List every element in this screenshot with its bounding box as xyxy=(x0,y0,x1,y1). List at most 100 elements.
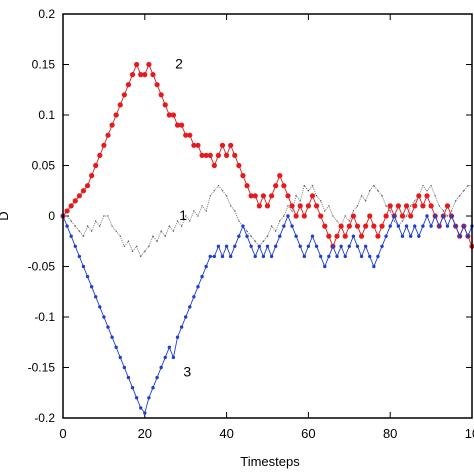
data-point xyxy=(348,220,350,222)
data-point xyxy=(192,295,196,299)
series-annotation: 1 xyxy=(179,207,187,223)
data-point xyxy=(287,205,289,207)
data-point xyxy=(245,234,249,238)
data-point xyxy=(404,224,409,228)
data-point xyxy=(155,375,159,380)
data-point xyxy=(401,220,404,222)
data-point xyxy=(167,345,172,349)
data-point xyxy=(125,82,132,88)
data-point xyxy=(160,230,162,232)
data-point xyxy=(408,234,413,238)
data-point xyxy=(176,220,179,222)
data-point xyxy=(314,244,319,248)
data-point xyxy=(77,254,82,259)
data-point xyxy=(236,162,242,169)
data-point xyxy=(364,200,367,202)
y-tick-label: 0.15 xyxy=(32,58,56,72)
data-point xyxy=(352,210,355,212)
data-point xyxy=(134,61,140,68)
data-point xyxy=(395,203,401,209)
data-point xyxy=(454,200,457,202)
series-line xyxy=(62,63,473,248)
data-point xyxy=(354,223,361,229)
data-point xyxy=(204,264,208,269)
data-point xyxy=(260,193,267,199)
data-point xyxy=(274,230,277,232)
data-point xyxy=(78,230,81,232)
data-point xyxy=(331,244,335,248)
data-point xyxy=(373,185,375,187)
data-point xyxy=(428,203,434,209)
data-point xyxy=(152,235,154,237)
data-point xyxy=(426,190,428,192)
data-point xyxy=(114,345,118,349)
data-point xyxy=(184,315,188,319)
data-point xyxy=(356,205,359,207)
data-point xyxy=(224,152,230,158)
data-point xyxy=(207,152,213,158)
data-point xyxy=(413,224,417,228)
data-point xyxy=(216,244,221,248)
data-point xyxy=(368,254,372,259)
data-point xyxy=(344,215,346,217)
data-point xyxy=(256,203,262,209)
data-point xyxy=(295,195,297,197)
data-point xyxy=(68,203,74,209)
plot-series xyxy=(60,61,474,415)
data-point xyxy=(196,285,200,289)
data-point xyxy=(367,213,373,219)
data-point xyxy=(422,185,424,187)
data-point xyxy=(187,132,193,138)
data-point xyxy=(159,365,163,370)
data-point xyxy=(290,224,294,228)
data-point xyxy=(400,234,405,238)
data-point xyxy=(437,224,441,228)
data-point xyxy=(363,244,368,248)
x-tick-label: 10 xyxy=(465,426,474,441)
data-point xyxy=(109,122,115,128)
data-point xyxy=(322,223,328,229)
data-point xyxy=(375,233,381,239)
data-point xyxy=(286,214,290,218)
data-point xyxy=(458,234,462,238)
data-point xyxy=(113,112,119,118)
data-point xyxy=(328,205,330,207)
x-tick-label: 20 xyxy=(138,426,152,441)
data-point xyxy=(95,220,97,222)
data-point xyxy=(264,203,271,209)
data-point xyxy=(118,355,122,360)
data-point xyxy=(376,254,380,259)
data-point xyxy=(185,215,187,217)
data-point xyxy=(403,203,410,209)
data-point xyxy=(279,220,281,222)
series-annotations: 1 2 3 xyxy=(175,56,191,380)
data-point xyxy=(139,406,143,410)
data-point xyxy=(189,220,191,222)
series-annotation: 2 xyxy=(175,56,183,72)
data-point xyxy=(355,244,360,248)
data-point xyxy=(191,142,197,148)
data-point xyxy=(306,244,311,248)
y-tick-label: 0 xyxy=(48,209,55,223)
data-point xyxy=(85,274,90,279)
data-point xyxy=(372,264,376,269)
data-point xyxy=(119,235,121,237)
data-point xyxy=(200,274,204,279)
data-point xyxy=(106,325,110,329)
data-point xyxy=(73,244,77,248)
data-point xyxy=(434,195,436,197)
series-3 xyxy=(61,214,474,415)
data-point xyxy=(307,190,310,192)
data-point xyxy=(412,203,418,209)
data-point xyxy=(369,190,371,192)
data-point xyxy=(318,213,324,219)
data-point xyxy=(105,132,111,138)
data-point xyxy=(64,208,70,214)
data-point xyxy=(241,224,245,228)
data-point xyxy=(324,210,326,212)
data-point xyxy=(334,233,340,239)
data-point xyxy=(193,210,195,212)
x-tick-label: 80 xyxy=(383,426,397,441)
data-point xyxy=(283,215,285,217)
data-point xyxy=(72,198,78,204)
